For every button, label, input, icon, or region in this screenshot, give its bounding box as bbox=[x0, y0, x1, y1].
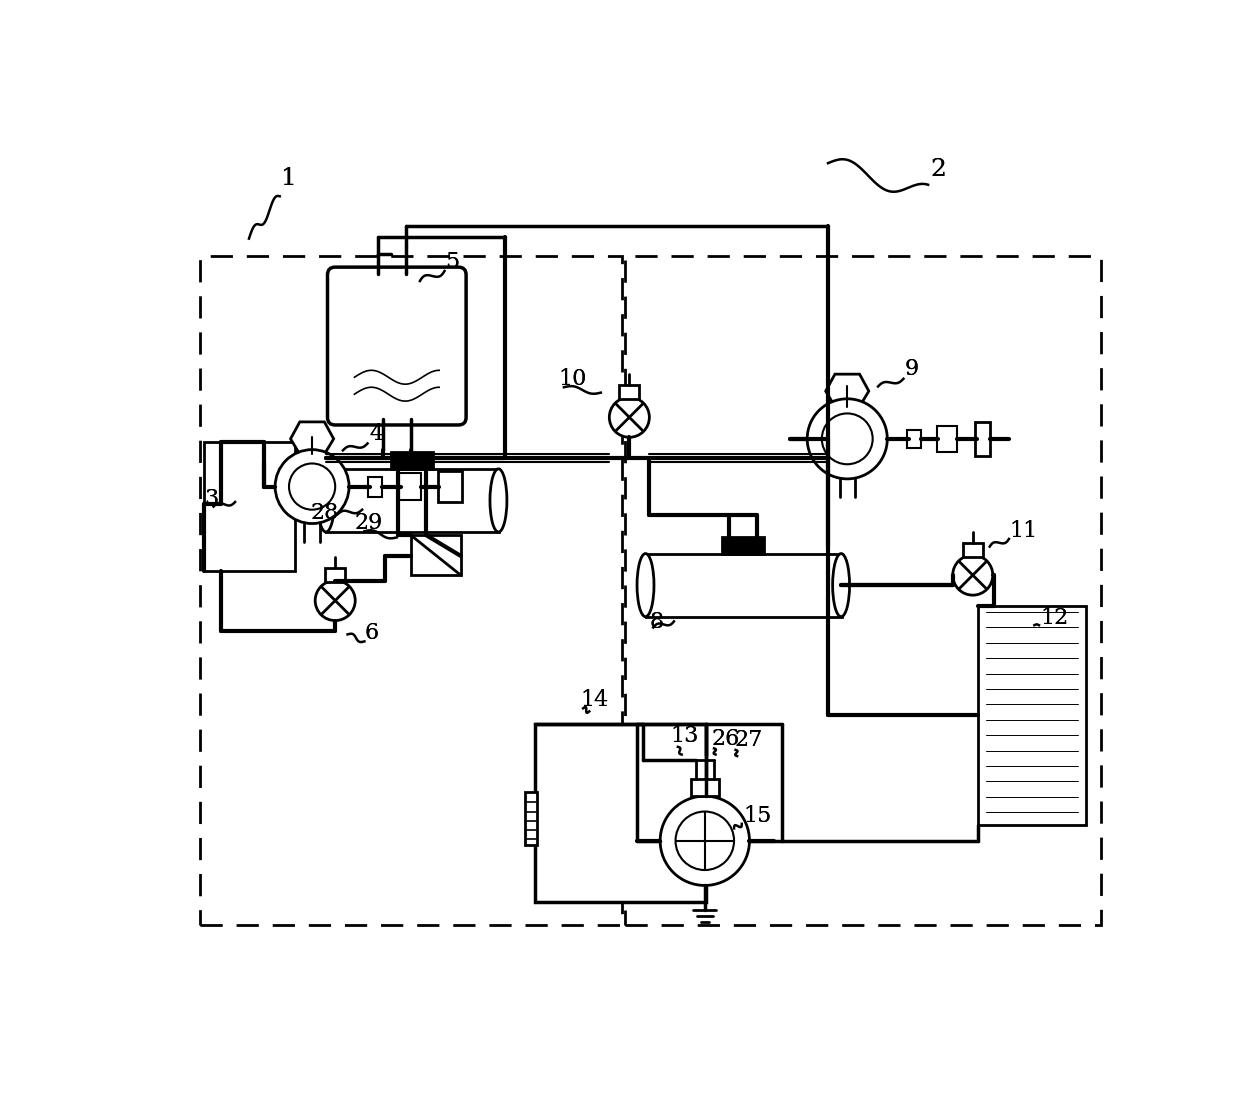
Text: 4: 4 bbox=[370, 423, 384, 445]
Ellipse shape bbox=[490, 469, 507, 532]
Text: 26: 26 bbox=[711, 728, 739, 750]
Bar bbox=[691, 779, 719, 796]
Bar bbox=[962, 542, 983, 557]
Circle shape bbox=[275, 450, 350, 523]
Text: 15: 15 bbox=[743, 805, 771, 827]
Text: 1: 1 bbox=[281, 167, 298, 190]
Text: 13: 13 bbox=[670, 724, 698, 747]
Text: 5: 5 bbox=[445, 250, 460, 272]
Text: 26: 26 bbox=[711, 728, 739, 750]
Circle shape bbox=[676, 811, 734, 870]
Bar bbox=[536, 724, 707, 903]
Text: 3: 3 bbox=[205, 488, 218, 510]
Text: 9: 9 bbox=[905, 358, 919, 381]
Bar bbox=[936, 425, 956, 452]
Text: 15: 15 bbox=[743, 805, 771, 827]
Bar bbox=[399, 473, 420, 500]
Text: 6: 6 bbox=[365, 623, 378, 644]
Text: 29: 29 bbox=[355, 511, 383, 533]
Circle shape bbox=[952, 555, 993, 595]
Text: 1: 1 bbox=[281, 167, 298, 190]
Text: 27: 27 bbox=[734, 730, 763, 751]
Text: 14: 14 bbox=[580, 690, 609, 711]
Text: 14: 14 bbox=[580, 690, 609, 711]
Bar bbox=[368, 477, 382, 497]
Text: 10: 10 bbox=[558, 368, 587, 391]
Bar bbox=[619, 385, 640, 398]
Polygon shape bbox=[290, 422, 334, 454]
Bar bbox=[722, 537, 764, 554]
Bar bbox=[326, 469, 500, 532]
Text: 27: 27 bbox=[734, 730, 763, 751]
Bar bbox=[391, 452, 433, 469]
Text: 13: 13 bbox=[670, 724, 698, 747]
Circle shape bbox=[315, 580, 355, 620]
Text: 12: 12 bbox=[1040, 607, 1069, 629]
Bar bbox=[438, 471, 463, 502]
Circle shape bbox=[822, 413, 873, 464]
Text: 8: 8 bbox=[650, 610, 663, 633]
Polygon shape bbox=[826, 374, 869, 406]
Text: 3: 3 bbox=[205, 488, 218, 510]
Text: 5: 5 bbox=[445, 250, 460, 272]
Bar bbox=[978, 606, 1086, 826]
Ellipse shape bbox=[317, 469, 335, 532]
Bar bbox=[325, 568, 345, 583]
Text: 9: 9 bbox=[905, 358, 919, 381]
Text: 6: 6 bbox=[365, 623, 378, 644]
Bar bbox=[526, 792, 537, 845]
Circle shape bbox=[807, 398, 888, 479]
Bar bbox=[625, 256, 1101, 925]
FancyBboxPatch shape bbox=[327, 267, 466, 425]
Text: 29: 29 bbox=[355, 511, 383, 533]
Text: 12: 12 bbox=[1040, 607, 1069, 629]
Text: 2: 2 bbox=[930, 157, 946, 181]
Circle shape bbox=[660, 796, 749, 885]
Circle shape bbox=[289, 463, 335, 510]
Text: 28: 28 bbox=[310, 501, 339, 523]
Text: 11: 11 bbox=[1009, 520, 1038, 542]
Text: 2: 2 bbox=[930, 157, 946, 181]
Ellipse shape bbox=[832, 554, 849, 617]
Bar bbox=[201, 256, 622, 925]
Circle shape bbox=[609, 397, 650, 437]
Ellipse shape bbox=[637, 554, 653, 617]
Bar bbox=[975, 422, 991, 455]
Bar bbox=[908, 430, 921, 449]
Bar bbox=[205, 442, 295, 571]
Text: 4: 4 bbox=[370, 423, 384, 445]
Bar bbox=[646, 554, 842, 617]
Text: 11: 11 bbox=[1009, 520, 1038, 542]
Text: 10: 10 bbox=[558, 368, 587, 391]
Text: 8: 8 bbox=[650, 610, 663, 633]
Text: 28: 28 bbox=[310, 501, 339, 523]
Bar bbox=[410, 535, 461, 575]
